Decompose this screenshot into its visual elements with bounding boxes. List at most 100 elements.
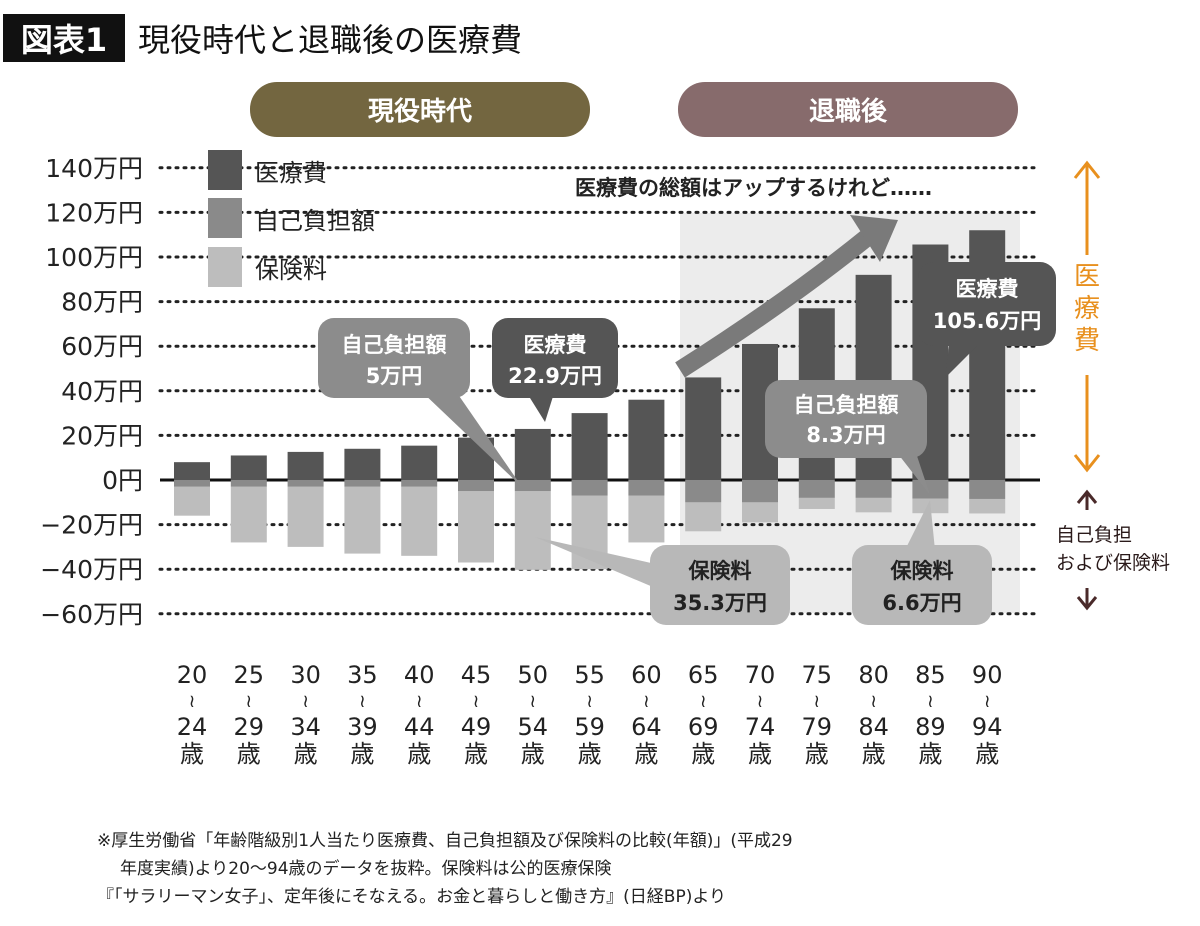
x-tick-label: 歳	[805, 740, 829, 768]
x-tick-label: 90	[972, 661, 1003, 689]
bar-premium	[855, 497, 892, 513]
period-pill-retired	[678, 82, 1018, 137]
svg-text:5万円: 5万円	[366, 364, 423, 388]
bar-medical	[344, 448, 381, 480]
x-tick-label: 歳	[407, 740, 431, 768]
bar-copay	[742, 480, 778, 503]
x-tick-label: ≀	[302, 691, 309, 712]
x-tick-label: 25	[234, 661, 265, 689]
footnote-line-2: 年度実績)より20〜94歳のデータを抜粋。保険料は公的医療保険	[120, 859, 612, 879]
trend-annotation: 医療費の総額はアップするけれど……	[575, 176, 932, 200]
x-tick-label: 55	[574, 661, 605, 689]
bar-medical	[230, 455, 267, 480]
x-tick-label: 65	[688, 661, 719, 689]
bar-copay	[344, 480, 381, 487]
bar-medical	[401, 445, 438, 480]
x-tick-label: 89	[915, 713, 946, 741]
x-tick-label: 34	[290, 713, 321, 741]
x-tick-label: 70	[745, 661, 776, 689]
x-tick-label: 24	[177, 713, 208, 741]
x-tick-label: ≀	[984, 691, 991, 712]
footnote-line-3: 『「サラリーマン女子」、定年後にそなえる。お金と暮らしと働き方』(日経BP)より	[97, 887, 726, 907]
x-tick-label: 40	[404, 661, 435, 689]
x-tick-label: 歳	[691, 740, 715, 768]
y-tick-label: 100万円	[45, 243, 143, 272]
svg-text:105.6万円: 105.6万円	[933, 309, 1041, 333]
x-tick-label: 30	[290, 661, 321, 689]
y-tick-label: 0円	[102, 466, 143, 495]
trend-arrowhead-icon	[850, 215, 898, 262]
svg-text:自己負担: 自己負担	[1056, 524, 1132, 546]
legend-swatch-copay	[208, 198, 242, 238]
x-tick-label: 歳	[350, 740, 374, 768]
x-tick-label: 歳	[975, 740, 999, 768]
x-tick-label: ≀	[416, 691, 423, 712]
svg-text:保険料: 保険料	[688, 559, 752, 583]
legend-label-medical: 医療費	[255, 159, 327, 187]
legend-label-premium: 保険料	[255, 256, 327, 284]
x-tick-label: 歳	[464, 740, 488, 768]
side-label-char: 医	[1074, 262, 1100, 292]
bar-premium	[742, 502, 778, 523]
legend-label-copay: 自己負担額	[255, 207, 375, 235]
legend-swatch-premium	[208, 247, 242, 287]
bar-copay	[571, 480, 608, 496]
callout-premium-6-6: 保険料 6.6万円	[852, 500, 992, 625]
x-tick-label: ≀	[643, 691, 650, 712]
x-tick-label: 歳	[748, 740, 772, 768]
side-label-char: 療	[1074, 294, 1100, 324]
x-tick-label: 50	[518, 661, 549, 689]
x-tick-label: 歳	[521, 740, 545, 768]
callout-medical-105-6: 医療費 105.6万円	[918, 262, 1056, 378]
bar-copay	[230, 480, 267, 487]
side-label-char: 費	[1074, 326, 1100, 356]
x-tick-label: ≀	[700, 691, 707, 712]
y-tick-label: −60万円	[40, 600, 143, 629]
side-label-medical: 医療費	[1073, 160, 1101, 473]
arrow-down-icon	[1076, 596, 1098, 611]
x-tick-label: ≀	[189, 691, 196, 712]
y-tick-label: 140万円	[45, 154, 143, 183]
bar-medical	[287, 451, 324, 480]
x-tick-label: ≀	[586, 691, 593, 712]
x-tick-label: 歳	[634, 740, 658, 768]
y-tick-label: 40万円	[61, 377, 143, 406]
trend-arrow-icon	[675, 228, 876, 378]
x-tick-label: 60	[631, 661, 662, 689]
x-tick-label: 94	[972, 713, 1003, 741]
bar-copay	[628, 480, 665, 496]
figure-badge-bg	[3, 14, 125, 62]
period-pill-working	[250, 82, 590, 137]
arrow-up-icon	[1073, 160, 1101, 179]
x-tick-label: 84	[858, 713, 889, 741]
bar-premium	[628, 495, 665, 543]
bar-copay	[458, 480, 494, 492]
x-tick-label: 79	[802, 713, 833, 741]
svg-text:および保険料: および保険料	[1056, 552, 1170, 574]
callout-copay-8-3: 自己負担額 8.3万円	[765, 380, 930, 495]
x-tick-label: 69	[688, 713, 719, 741]
bar-medical	[628, 399, 665, 480]
bar-copay	[969, 480, 1006, 499]
x-tick-label: ≀	[927, 691, 934, 712]
bar-premium	[685, 502, 722, 532]
y-tick-label: −20万円	[40, 511, 143, 540]
side-label-copay-premium: 自己負担 および保険料	[1056, 489, 1170, 611]
y-tick-label: −40万円	[40, 555, 143, 584]
x-tick-label: ≀	[245, 691, 252, 712]
x-tick-label: 45	[461, 661, 492, 689]
x-tick-label: ≀	[359, 691, 366, 712]
svg-text:自己負担額: 自己負担額	[342, 333, 447, 357]
x-tick-label: 54	[518, 713, 549, 741]
x-tick-label: ≀	[813, 691, 820, 712]
x-tick-label: 39	[347, 713, 378, 741]
arrow-down-icon	[1073, 454, 1101, 473]
y-tick-label: 120万円	[45, 198, 143, 227]
y-tick-label: 20万円	[61, 421, 143, 450]
x-tick-label: 歳	[237, 740, 261, 768]
bar-premium	[174, 486, 210, 516]
x-tick-label: 歳	[294, 740, 318, 768]
x-tick-label: 74	[745, 713, 776, 741]
svg-text:8.3万円: 8.3万円	[806, 423, 885, 447]
